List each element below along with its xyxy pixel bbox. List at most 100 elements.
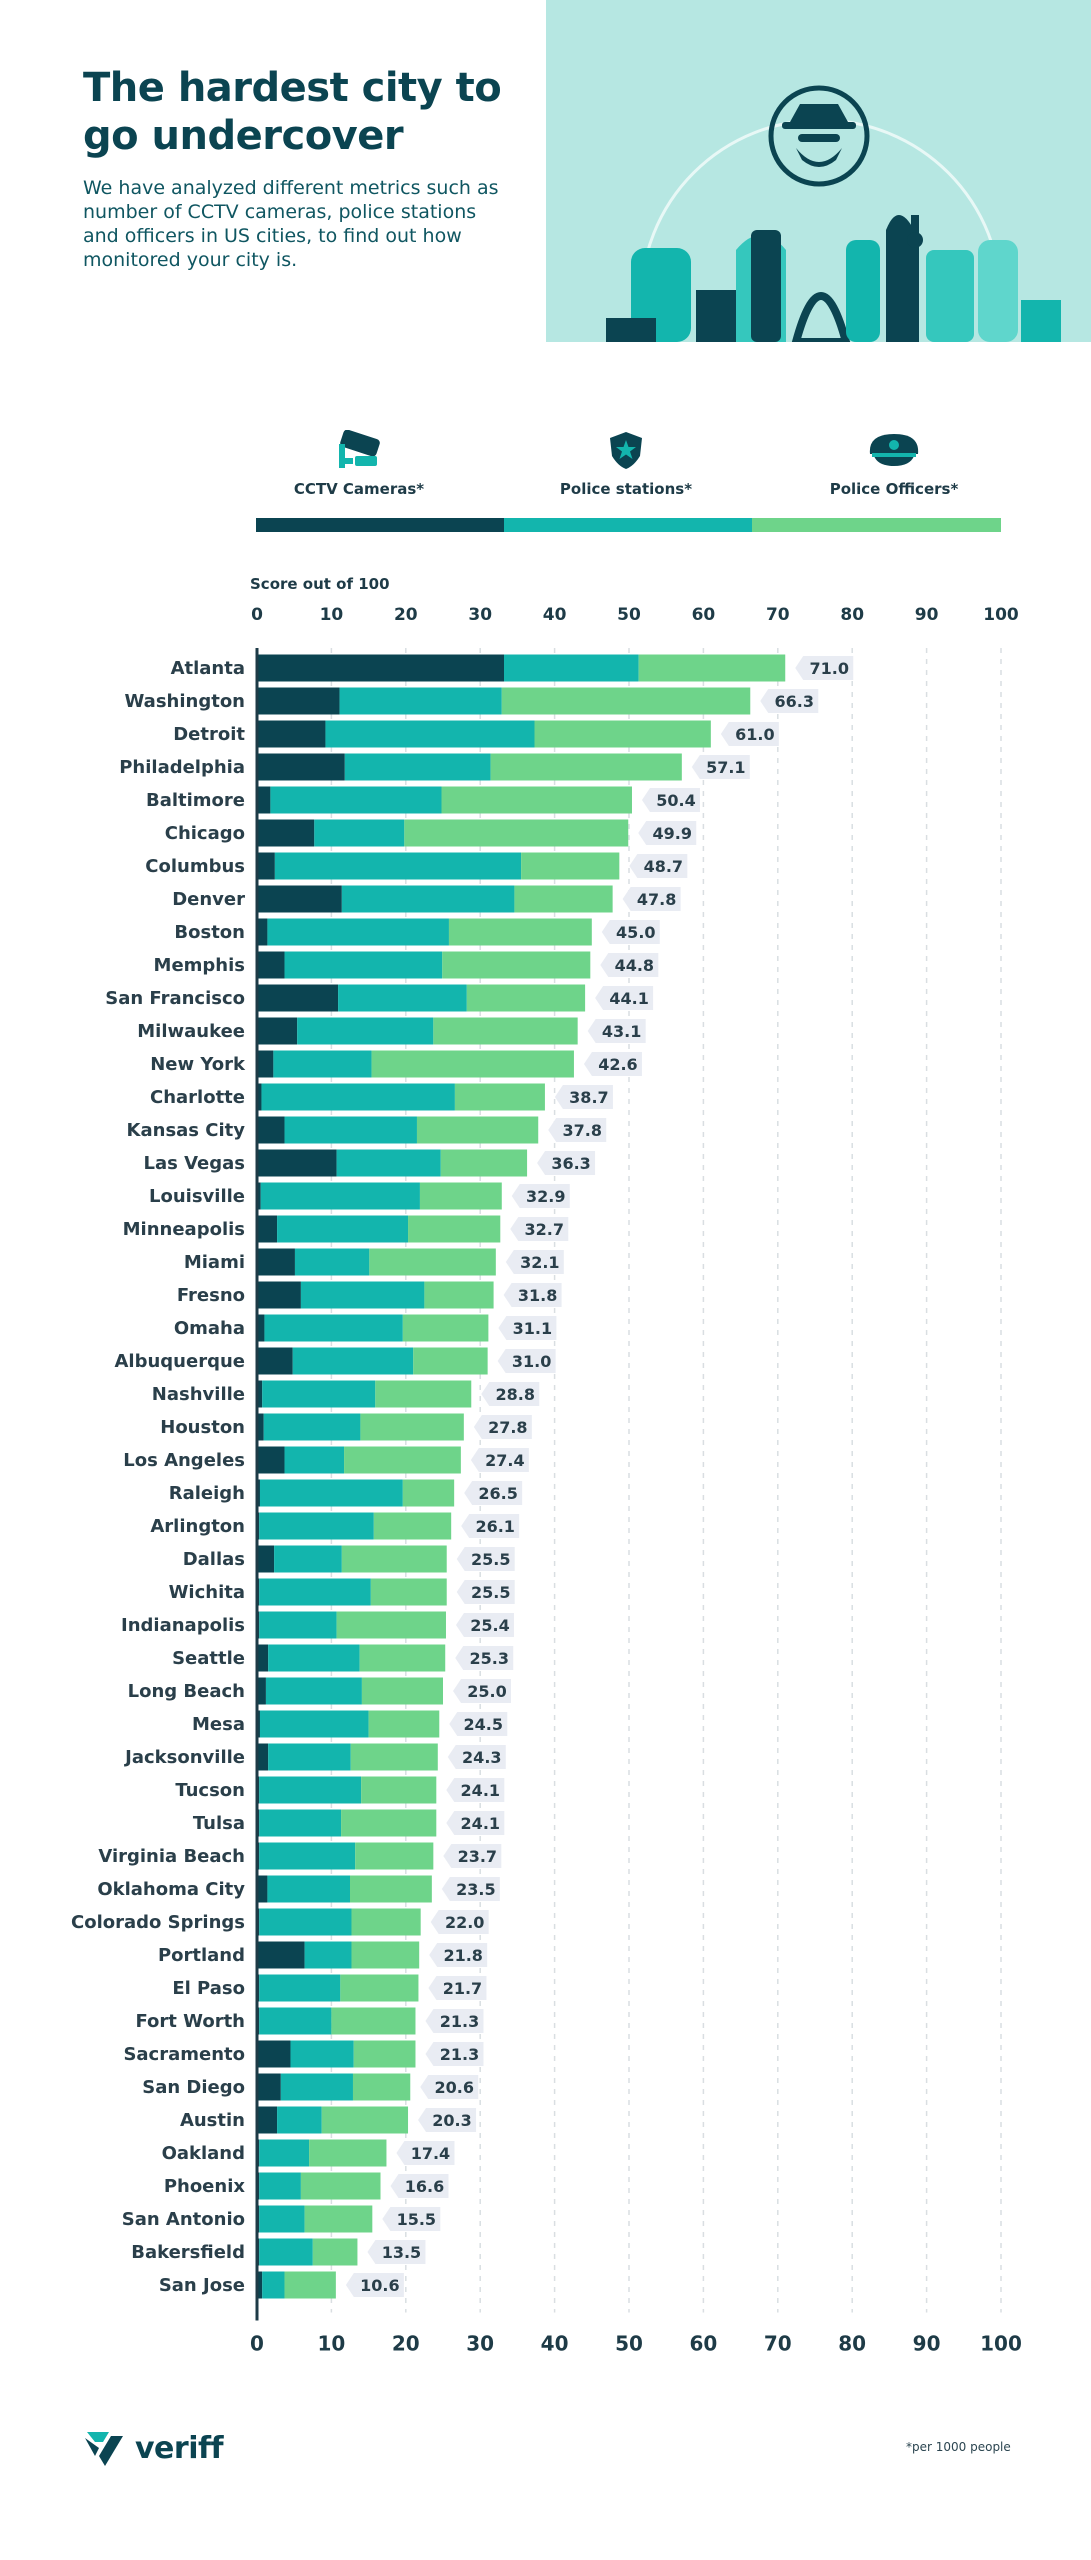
bar-segment-cctv xyxy=(257,984,339,1012)
total-value-label: 23.5 xyxy=(456,1880,495,1899)
x-tick-label-top: 80 xyxy=(840,605,864,625)
total-value-label: 49.9 xyxy=(653,824,692,843)
value-tag xyxy=(446,1811,505,1835)
bar-segment-officers xyxy=(300,2172,381,2200)
value-tag xyxy=(481,1382,540,1406)
value-tag xyxy=(456,1547,515,1571)
category-label: Las Vegas xyxy=(144,1153,246,1174)
value-tag xyxy=(795,656,854,680)
value-tag xyxy=(601,920,660,944)
bar-segment-stations xyxy=(338,984,467,1012)
bar-segment-cctv xyxy=(257,2106,278,2134)
bar-segment-cctv xyxy=(257,1281,301,1309)
category-label: Sacramento xyxy=(123,2044,245,2065)
category-label: Seattle xyxy=(172,1648,245,1669)
legend-color-bar xyxy=(256,518,1001,532)
hero-illustration xyxy=(546,0,1091,342)
bar-segment-officers xyxy=(352,2073,411,2101)
value-tag xyxy=(447,1745,506,1769)
stacked-bar-chart: Score out of 100 0 0 10 10 20 20 30 30 40 40 50 50 60… xyxy=(71,575,1022,2356)
value-tag xyxy=(497,1349,556,1373)
value-tag xyxy=(510,1217,569,1241)
bar-segment-stations xyxy=(268,1743,351,1771)
x-tick-label-top: 60 xyxy=(692,605,716,625)
category-label: Mesa xyxy=(192,1714,245,1735)
category-label: Portland xyxy=(158,1945,245,1966)
bar-segment-cctv xyxy=(257,918,268,946)
bar-segment-cctv xyxy=(257,1215,278,1243)
bar-segment-stations xyxy=(259,2172,301,2200)
bar-segment-officers xyxy=(466,984,586,1012)
bar-segment-cctv xyxy=(257,2073,281,2101)
x-tick-label-bottom: 90 xyxy=(913,2332,941,2356)
bar-segment-officers xyxy=(514,885,613,913)
bar-segment-officers xyxy=(442,951,591,979)
x-tick-label-top: 40 xyxy=(543,605,567,625)
bar-segment-cctv xyxy=(257,1545,275,1573)
total-value-label: 24.5 xyxy=(464,1715,503,1734)
bar-segment-officers xyxy=(350,1743,438,1771)
x-tick-label-bottom: 80 xyxy=(838,2332,866,2356)
page-title: The hardest city to go undercover xyxy=(83,65,502,159)
bar-segment-stations xyxy=(504,654,639,682)
x-tick-label-top: 100 xyxy=(983,605,1019,625)
bar-segment-stations xyxy=(260,1182,420,1210)
value-tag xyxy=(511,1184,570,1208)
bar-segment-officers xyxy=(321,2106,409,2134)
bar-segment-officers xyxy=(353,2040,416,2068)
value-tag xyxy=(537,1151,596,1175)
total-value-label: 43.1 xyxy=(602,1022,641,1041)
bar-segment-stations xyxy=(277,2106,322,2134)
value-tag xyxy=(587,1019,646,1043)
category-label: San Francisco xyxy=(105,988,245,1009)
category-label: Denver xyxy=(172,889,245,910)
category-label: Fort Worth xyxy=(135,2011,245,2032)
value-tag xyxy=(554,1085,613,1109)
total-value-label: 24.1 xyxy=(461,1814,500,1833)
bar-segment-officers xyxy=(309,2139,387,2167)
bar-segment-officers xyxy=(448,918,592,946)
bar-segment-cctv xyxy=(257,1116,285,1144)
value-tag xyxy=(441,1877,500,1901)
category-label: Indianapolis xyxy=(121,1615,245,1636)
x-tick-label-top: 50 xyxy=(617,605,641,625)
bar-segment-cctv xyxy=(257,1314,265,1342)
bar-segment-officers xyxy=(375,1380,472,1408)
value-tag xyxy=(629,854,688,878)
bar-segment-officers xyxy=(501,687,751,715)
chart-legend: CCTV Cameras* Police stations* Police Of… xyxy=(256,430,1001,535)
brand-name: veriff xyxy=(135,2430,224,2466)
total-value-label: 45.0 xyxy=(616,923,655,942)
category-label: Raleigh xyxy=(169,1483,245,1504)
bar-segment-stations xyxy=(344,753,491,781)
bar-segment-stations xyxy=(284,1446,345,1474)
category-label: Tulsa xyxy=(193,1813,245,1834)
value-tag xyxy=(428,1976,487,2000)
buildings xyxy=(606,215,1061,342)
value-tag xyxy=(455,1646,514,1670)
value-tag xyxy=(396,2141,455,2165)
value-tag xyxy=(622,887,681,911)
category-label: Milwaukee xyxy=(137,1021,245,1042)
value-tag xyxy=(503,1283,562,1307)
bar-segment-officers xyxy=(454,1083,545,1111)
bar-segment-cctv xyxy=(257,1017,298,1045)
value-tag xyxy=(446,1778,505,1802)
category-label: Albuquerque xyxy=(115,1351,246,1372)
value-tag xyxy=(600,953,659,977)
value-tag xyxy=(425,2009,484,2033)
value-tag xyxy=(367,2240,426,2264)
value-tag xyxy=(425,2042,484,2066)
bar-segment-cctv xyxy=(257,2271,263,2299)
value-tag xyxy=(638,821,697,845)
x-tick-label-bottom: 0 xyxy=(250,2332,264,2356)
total-value-label: 17.4 xyxy=(411,2144,450,2163)
x-tick-label-bottom: 10 xyxy=(317,2332,345,2356)
value-tag xyxy=(430,1910,489,1934)
total-value-label: 22.0 xyxy=(445,1913,484,1932)
value-tag xyxy=(548,1118,607,1142)
bar-segment-stations xyxy=(259,2205,305,2233)
bar-segment-cctv xyxy=(257,1743,269,1771)
category-label: Chicago xyxy=(165,823,245,844)
category-label: San Jose xyxy=(159,2275,245,2296)
